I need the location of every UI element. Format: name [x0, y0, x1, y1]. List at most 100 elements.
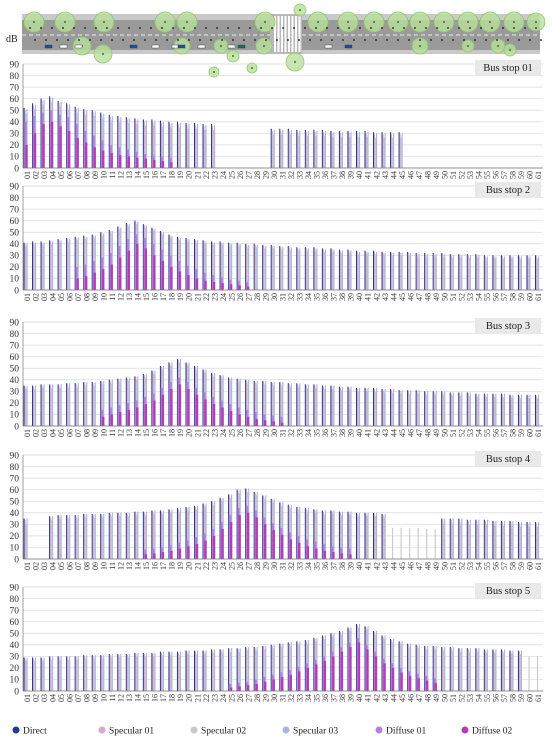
bar-diffuse02 — [229, 687, 233, 691]
bar-specular01 — [263, 246, 265, 290]
x-tick-label: 05 — [57, 562, 66, 570]
bar-diffuse02 — [187, 546, 190, 559]
bar-specular03 — [273, 246, 275, 290]
bar-direct — [211, 124, 213, 168]
bar-specular03 — [222, 649, 224, 691]
bar-specular02 — [315, 512, 317, 559]
x-tick-label: 42 — [372, 171, 381, 179]
bar-specular02 — [187, 654, 189, 691]
bar-specular02 — [238, 651, 240, 691]
bar-specular03 — [120, 654, 122, 691]
x-tick-label: 11 — [108, 562, 117, 570]
receiver-point — [392, 27, 394, 29]
bar-specular01 — [348, 387, 350, 426]
bar-specular01 — [442, 254, 444, 290]
x-tick-label: 53 — [466, 293, 475, 301]
bar-direct — [159, 120, 161, 168]
bar-specular02 — [357, 254, 360, 290]
x-tick-label: 35 — [313, 562, 322, 570]
bar-specular03 — [265, 645, 267, 691]
bar-specular03 — [435, 391, 437, 426]
x-tick-label: 18 — [168, 694, 177, 702]
x-tick-label: 25 — [227, 694, 236, 702]
x-tick-label: 44 — [389, 171, 398, 179]
x-tick-label: 35 — [313, 429, 322, 437]
bar-specular02 — [230, 380, 232, 426]
x-tick-label: 16 — [151, 429, 160, 437]
legend-label: Diffuse 01 — [386, 726, 426, 737]
x-tick-label: 01 — [23, 562, 32, 570]
bar-specular02 — [323, 513, 325, 559]
bar-direct — [338, 630, 341, 691]
bar-diffuse01 — [348, 548, 351, 559]
bar-specular02 — [187, 128, 189, 168]
bar-specular01 — [348, 133, 350, 168]
bar-specular03 — [435, 645, 437, 691]
y-tick-label: 0 — [14, 555, 19, 565]
bar-direct — [66, 238, 68, 290]
bar-specular03 — [401, 641, 403, 691]
receiver-point — [436, 27, 438, 29]
bar-specular02 — [298, 250, 300, 290]
bar-specular01 — [84, 656, 86, 691]
bar-specular01 — [194, 125, 197, 168]
x-tick-label: 25 — [227, 429, 236, 437]
x-tick-label: 23 — [210, 694, 219, 702]
receiver-point — [177, 39, 179, 41]
bar-specular02 — [153, 656, 155, 691]
bar-direct — [253, 380, 255, 426]
bar-specular03 — [137, 652, 139, 691]
bar-direct — [262, 495, 264, 559]
bar-specular03 — [316, 384, 318, 426]
bar-specular02 — [375, 137, 377, 168]
bar-direct — [483, 519, 485, 559]
bar-direct — [100, 513, 102, 559]
x-tick-label: 49 — [432, 171, 441, 179]
bar-specular01 — [169, 652, 171, 691]
x-tick-label: 17 — [159, 171, 168, 179]
x-tick-label: 18 — [168, 293, 177, 301]
bar-diffuse02 — [272, 421, 275, 426]
y-tick-label: 40 — [10, 118, 20, 128]
y-tick-label: 60 — [10, 618, 20, 628]
bar-specular01 — [203, 126, 205, 168]
legend-item: Direct — [12, 726, 47, 737]
bar-specular02 — [332, 389, 334, 426]
receiver-point — [524, 27, 526, 29]
receiver-point — [62, 27, 64, 29]
bar-specular01 — [280, 131, 282, 168]
x-tick-label: 55 — [483, 171, 492, 179]
tree-trunk-dot — [317, 21, 319, 23]
bar-specular03 — [367, 387, 369, 426]
bar-diffuse02 — [127, 409, 130, 426]
bar-specular03 — [324, 131, 326, 168]
bar-specular03 — [495, 393, 497, 426]
bar-direct — [466, 254, 468, 290]
x-tick-label: 42 — [372, 694, 381, 702]
bar-specular03 — [341, 386, 344, 426]
x-tick-label: 39 — [347, 429, 356, 437]
vehicle-icon — [227, 44, 236, 49]
bar-specular01 — [374, 251, 376, 290]
x-tick-label: 05 — [57, 293, 66, 301]
bar-specular03 — [307, 248, 309, 290]
bar-direct — [125, 117, 127, 168]
bar-direct — [117, 654, 119, 691]
x-tick-label: 35 — [313, 694, 322, 702]
receiver-point — [67, 39, 69, 41]
bar-direct — [347, 249, 349, 290]
bar-diffuse02 — [323, 660, 327, 691]
bar-specular01 — [450, 393, 452, 426]
bar-specular01 — [501, 650, 503, 691]
x-tick-label: 04 — [48, 171, 57, 179]
bar-specular01 — [50, 385, 52, 426]
x-tick-label: 52 — [458, 429, 467, 437]
legend-label: Direct — [23, 727, 47, 737]
bar-specular03 — [188, 239, 190, 290]
x-tick-label: 04 — [48, 694, 57, 702]
bar-specular02 — [289, 249, 291, 290]
bar-specular03 — [478, 393, 480, 426]
bar-specular03 — [171, 235, 173, 290]
bar-direct — [287, 246, 289, 290]
